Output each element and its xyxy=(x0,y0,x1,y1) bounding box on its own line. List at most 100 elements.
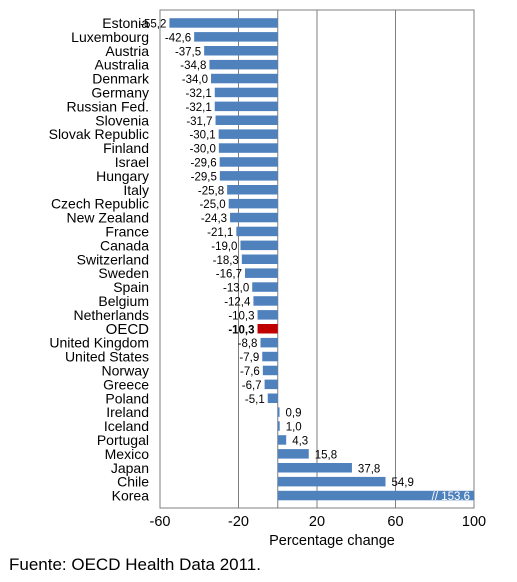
data-label: 54,9 xyxy=(391,477,413,489)
category-label: France xyxy=(105,223,149,239)
x-tick-label: 60 xyxy=(387,514,403,530)
x-axis: -60 -20 20 60 100 xyxy=(150,514,487,530)
bar-luxembourg xyxy=(194,32,278,42)
data-label: 4,3 xyxy=(292,435,308,447)
bar-germany xyxy=(214,87,278,98)
category-label: Ireland xyxy=(106,404,149,420)
category-label: Poland xyxy=(105,390,149,406)
category-label: Spain xyxy=(113,279,149,295)
bar-estonia xyxy=(169,18,278,28)
bar-belgium xyxy=(253,296,278,306)
x-tick-label: 100 xyxy=(462,514,486,530)
category-label: Germany xyxy=(91,84,149,100)
data-label: -8,8 xyxy=(238,338,258,350)
category-label: Sweden xyxy=(98,265,149,281)
data-label: -21,1 xyxy=(207,227,233,239)
category-label: OECD xyxy=(106,321,150,338)
bar-austria xyxy=(204,46,278,56)
category-label: Israel xyxy=(115,154,149,170)
data-label: -34,0 xyxy=(182,74,208,86)
bar-oecd xyxy=(257,324,278,334)
category-label: United Kingdom xyxy=(49,335,149,351)
bar-finland xyxy=(218,143,278,153)
data-label: -18,3 xyxy=(213,255,239,267)
category-label: Netherlands xyxy=(74,307,150,323)
category-label: Austria xyxy=(105,43,149,59)
bar-norway xyxy=(262,365,278,376)
data-label: -16,7 xyxy=(216,269,242,281)
category-label: Czech Republic xyxy=(51,196,149,212)
category-label: Italy xyxy=(123,182,149,198)
category-label: Iceland xyxy=(104,418,149,434)
category-label: Canada xyxy=(100,237,149,253)
category-label: Portugal xyxy=(97,432,149,448)
category-label: Korea xyxy=(112,488,150,504)
data-label: -19,0 xyxy=(211,241,237,253)
data-label: 15,8 xyxy=(315,449,337,461)
bar-slovak-republic xyxy=(218,129,278,139)
bar-hungary xyxy=(219,171,278,181)
data-label: -31,7 xyxy=(186,116,212,128)
category-label: Mexico xyxy=(105,446,150,462)
data-label: -32,1 xyxy=(186,102,212,114)
bar-sweden xyxy=(244,268,278,278)
data-label: -5,1 xyxy=(245,394,265,406)
data-label: -30,1 xyxy=(189,130,215,142)
data-label: -24,3 xyxy=(201,213,227,225)
category-label: Australia xyxy=(95,57,150,73)
bar-poland xyxy=(267,393,278,403)
bar-greece xyxy=(264,379,278,390)
bar-japan xyxy=(277,463,352,473)
data-label: -30,0 xyxy=(190,144,216,156)
bar-united-kingdom xyxy=(260,337,278,348)
category-label: Slovenia xyxy=(95,112,149,128)
data-label: -37,5 xyxy=(175,46,201,58)
bar-russian-fed- xyxy=(214,101,278,112)
category-label: New Zealand xyxy=(67,210,150,226)
bar-czech-republic xyxy=(228,198,278,209)
bar-france xyxy=(236,226,278,237)
bar-australia xyxy=(209,59,278,70)
data-label: -55,2 xyxy=(140,18,166,30)
category-labels: EstoniaLuxembourgAustriaAustraliaDenmark… xyxy=(49,15,150,504)
bar-canada xyxy=(240,240,278,251)
bar-switzerland xyxy=(241,254,278,264)
x-tick-label: -20 xyxy=(228,514,249,530)
category-label: Finland xyxy=(103,140,149,156)
bars xyxy=(169,18,474,501)
data-label: -13,0 xyxy=(223,283,249,295)
bar-mexico xyxy=(277,449,309,459)
bar-netherlands xyxy=(257,310,278,320)
bar-chart: EstoniaLuxembourgAustriaAustraliaDenmark… xyxy=(49,9,487,549)
data-label: -7,9 xyxy=(239,352,259,364)
data-label: 1,0 xyxy=(286,422,302,434)
category-label: Greece xyxy=(103,376,149,392)
bar-chile xyxy=(277,476,386,487)
bar-united-states xyxy=(262,351,278,362)
data-label: 0,9 xyxy=(286,408,302,420)
data-label: -7,6 xyxy=(240,366,260,378)
category-label: Hungary xyxy=(96,168,149,184)
category-label: Switzerland xyxy=(77,251,149,267)
data-label: -10,3 xyxy=(228,324,254,336)
category-label: Slovak Republic xyxy=(49,126,149,142)
data-label: -29,6 xyxy=(190,157,216,169)
bar-italy xyxy=(227,185,278,195)
data-label: -12,4 xyxy=(224,296,251,308)
data-label: 37,8 xyxy=(358,463,380,475)
bar-slovenia xyxy=(215,115,278,125)
value-labels: -55,2 -42,6 -37,5 -34,8 -34,0 -32,1 -32,1 -31,7… xyxy=(140,18,470,503)
category-label: Belgium xyxy=(98,293,149,309)
bar-israel xyxy=(219,157,278,167)
bar-denmark xyxy=(211,73,278,84)
data-label: -29,5 xyxy=(191,171,217,183)
category-label: Norway xyxy=(102,362,149,378)
category-label: Denmark xyxy=(92,71,150,87)
data-label: -25,0 xyxy=(199,199,225,211)
bar-spain xyxy=(252,282,278,292)
data-label: -25,8 xyxy=(198,185,224,197)
category-label: Estonia xyxy=(102,15,149,31)
data-label: -10,3 xyxy=(228,310,254,322)
category-label: Russian Fed. xyxy=(67,98,149,114)
category-label: Luxembourg xyxy=(71,29,149,45)
